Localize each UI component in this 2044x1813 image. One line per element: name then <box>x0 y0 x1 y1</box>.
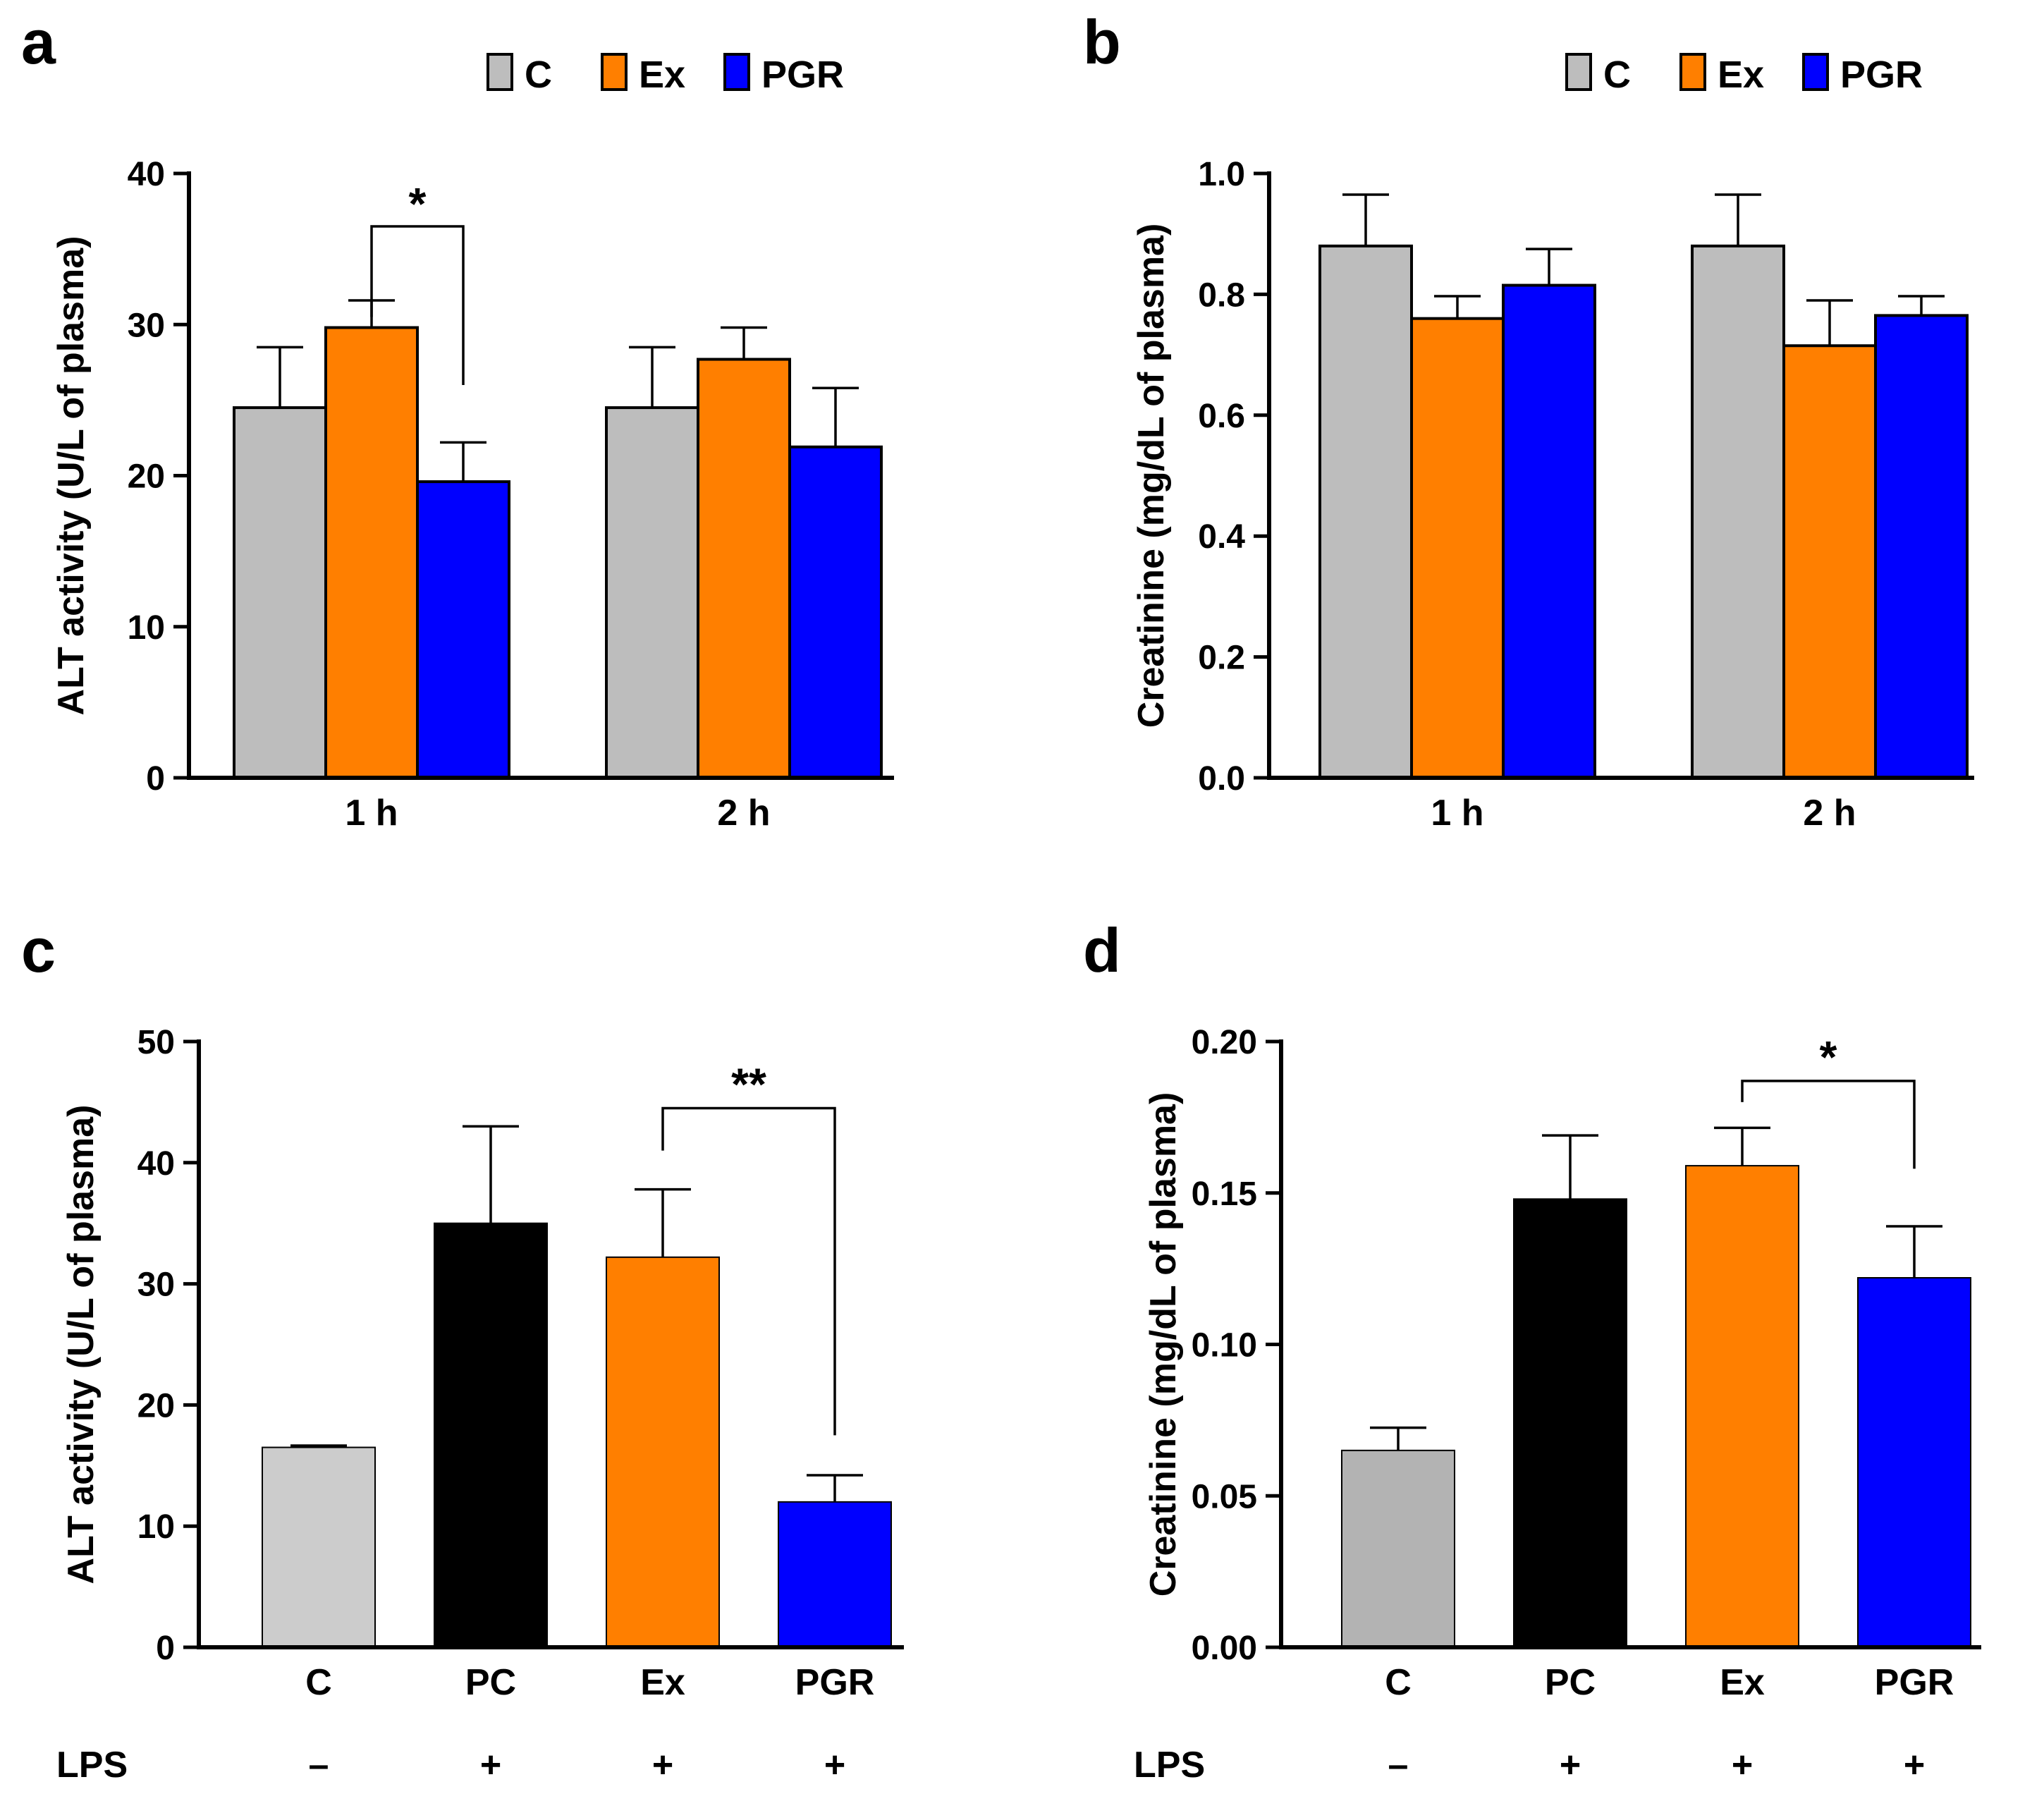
lps-indicator: – <box>1388 1745 1409 1785</box>
y-axis-title: ALT activity (U/L of plasma) <box>61 1105 102 1585</box>
significance-bracket <box>661 1106 836 1436</box>
bar-c <box>1318 244 1413 779</box>
x-tick-label: 2 h <box>1803 793 1856 834</box>
y-tick-label: 0.8 <box>1198 276 1245 314</box>
lps-indicator: + <box>824 1745 845 1785</box>
legend-swatch-pgr <box>723 53 750 91</box>
bar-pgr <box>1874 314 1969 779</box>
bar-c <box>1691 244 1785 779</box>
y-tick-label: 20 <box>137 1387 175 1424</box>
panel-letter-d: d <box>1083 915 1121 985</box>
lps-indicator: + <box>480 1745 501 1785</box>
bar-c <box>605 406 699 779</box>
legend-label-ex: Ex <box>639 54 685 96</box>
significance-label: ** <box>731 1058 766 1109</box>
y-axis-title: ALT activity (U/L of plasma) <box>51 236 92 716</box>
lps-indicator: – <box>309 1745 329 1785</box>
x-tick-label: 1 h <box>1431 793 1483 834</box>
lps-indicator: + <box>1732 1745 1753 1785</box>
y-tick-label: 1.0 <box>1198 156 1245 193</box>
x-tick-label: 2 h <box>717 793 770 834</box>
y-tick-label: 10 <box>128 609 165 647</box>
chart-a: 0 10 20 30 40 ALT activity (U/L of plasma) 1 h… <box>51 53 894 834</box>
x-tick-label: PC <box>465 1662 516 1703</box>
y-tick-label: 0.2 <box>1198 640 1245 677</box>
x-tick-label: 1 h <box>345 793 398 834</box>
bar-pc <box>1513 1198 1627 1648</box>
y-tick-label: 0 <box>156 1630 175 1667</box>
legend-swatch-pgr <box>1802 53 1829 91</box>
bar-pgr <box>778 1501 892 1649</box>
y-tick-label: 0.00 <box>1192 1630 1257 1667</box>
legend-label-ex: Ex <box>1718 54 1764 96</box>
legend-swatch-c <box>486 53 513 91</box>
y-tick-label: 30 <box>137 1266 175 1304</box>
x-tick-label: C <box>305 1662 332 1703</box>
y-axis-title: Creatinine (mg/dL of plasma) <box>1143 1092 1184 1597</box>
y-tick-label: 0.6 <box>1198 398 1245 435</box>
y-tick-label: 0.20 <box>1192 1024 1257 1061</box>
x-tick-label: Ex <box>640 1662 685 1703</box>
y-tick-label: 0.4 <box>1198 518 1245 556</box>
x-tick-label: PC <box>1545 1662 1596 1703</box>
bar-ex <box>1685 1165 1799 1648</box>
bar-ex <box>1782 344 1877 779</box>
y-tick-label: 30 <box>128 307 165 344</box>
bar-ex <box>606 1256 720 1648</box>
lps-indicator: + <box>652 1745 673 1785</box>
bar-ex <box>1410 317 1505 779</box>
y-tick-label: 20 <box>128 458 165 496</box>
y-axis-title: Creatinine (mg/dL of plasma) <box>1131 224 1172 728</box>
y-tick-label: 0.05 <box>1192 1478 1257 1515</box>
bar-pgr <box>1502 283 1596 780</box>
legend-label-pgr: PGR <box>1840 54 1923 96</box>
lps-indicator: + <box>1904 1745 1925 1785</box>
bar-c <box>1341 1449 1455 1648</box>
y-tick-label: 40 <box>128 156 165 193</box>
significance-label: * <box>1820 1032 1837 1082</box>
significance-bracket <box>370 225 465 385</box>
bar-pgr <box>1857 1277 1971 1648</box>
y-tick-label: 40 <box>137 1145 175 1183</box>
legend-swatch-c <box>1565 53 1592 91</box>
bar-c <box>233 406 327 779</box>
bar-pc <box>434 1222 548 1648</box>
legend-label-pgr: PGR <box>761 54 844 96</box>
legend-swatch-ex <box>601 53 628 91</box>
lps-indicator: + <box>1560 1745 1581 1785</box>
legend-label-c: C <box>525 54 552 96</box>
bar-c <box>262 1446 376 1649</box>
legend-swatch-ex <box>1679 53 1706 91</box>
panel-letter-c: c <box>21 915 56 985</box>
y-tick-label: 0.15 <box>1192 1176 1257 1213</box>
chart-b: 0.0 0.2 0.4 0.6 0.8 1.0 Creatinine (mg/dL of p… <box>1131 53 1974 834</box>
panel-letter-b: b <box>1083 7 1121 77</box>
significance-bracket <box>1741 1080 1916 1169</box>
panel-letter-a: a <box>21 7 56 77</box>
x-tick-label: PGR <box>1875 1662 1954 1703</box>
y-tick-label: 0.0 <box>1198 760 1245 798</box>
x-tick-label: C <box>1385 1662 1412 1703</box>
bar-pgr <box>788 445 883 779</box>
lps-row-label: LPS <box>56 1745 128 1785</box>
x-tick-label: PGR <box>795 1662 875 1703</box>
y-tick-label: 0 <box>146 760 165 798</box>
y-tick-label: 50 <box>137 1024 175 1061</box>
y-tick-label: 10 <box>137 1508 175 1546</box>
bar-ex <box>697 358 791 779</box>
y-tick-label: 0.10 <box>1192 1327 1257 1365</box>
x-tick-label: Ex <box>1720 1662 1765 1703</box>
lps-row-label: LPS <box>1134 1745 1205 1785</box>
legend-label-c: C <box>1603 54 1631 96</box>
bar-ex <box>324 326 419 780</box>
bar-pgr <box>416 480 510 779</box>
chart-c: 0 10 20 30 40 50 ALT activity (U/L of plasma) C… <box>56 1024 904 1785</box>
significance-label: * <box>409 178 427 229</box>
